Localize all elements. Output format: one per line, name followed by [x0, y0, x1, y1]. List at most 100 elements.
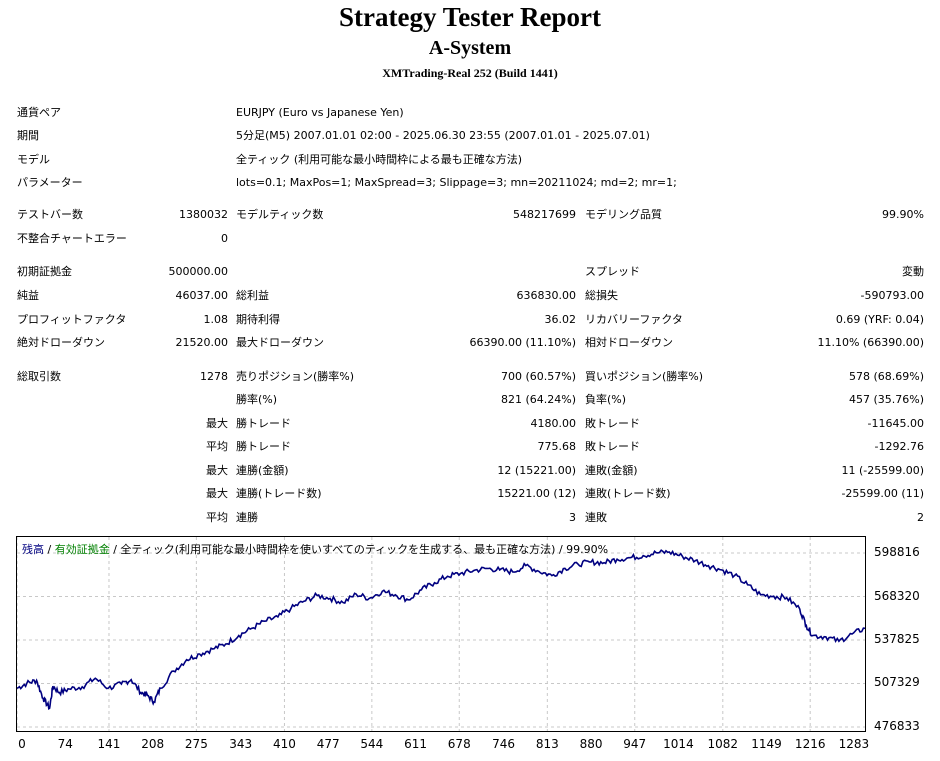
average-win-label: 勝トレード	[236, 440, 291, 453]
legend-equity: 有効証拠金	[54, 543, 110, 556]
relative-drawdown-label: 相対ドローダウン	[585, 336, 673, 349]
symbol-value: EURJPY (Euro vs Japanese Yen)	[236, 106, 404, 119]
y-tick-label: 507329	[874, 675, 920, 690]
x-tick-label: 275	[184, 737, 208, 751]
short-positions-value: 700 (60.57%)	[500, 370, 576, 383]
balance-chart-svg	[17, 537, 865, 731]
x-tick-label: 343	[229, 737, 253, 751]
average-loss-label: 敗トレード	[585, 440, 640, 453]
x-tick-label: 746	[492, 737, 516, 751]
x-tick-label: 1149	[751, 737, 782, 751]
max-consec-win-amt-value: 12 (15221.00)	[497, 464, 576, 477]
mismatch-label: 不整合チャートエラー	[17, 232, 127, 245]
average-win-value: 775.68	[537, 440, 577, 453]
net-profit-label: 純益	[17, 289, 39, 302]
avg-consec-loss-label: 連敗	[585, 511, 607, 524]
max-consec-loss-amt-label: 連敗(金額)	[585, 464, 638, 477]
loss-rate-value: 457 (35.76%)	[848, 393, 924, 406]
x-tick-label: 141	[97, 737, 121, 751]
x-tick-label: 1283	[838, 737, 870, 751]
mismatch-value: 0	[221, 232, 228, 245]
x-tick-label: 0	[18, 737, 26, 751]
largest-prefix: 最大	[206, 417, 228, 430]
max-drawdown-value: 66390.00 (11.10%)	[469, 336, 576, 349]
largest-loss-value: -11645.00	[867, 417, 924, 430]
y-tick-label: 568320	[874, 588, 920, 603]
long-positions-value: 578 (68.69%)	[848, 370, 924, 383]
x-tick-label: 678	[447, 737, 471, 751]
model-ticks-label: モデルティック数	[236, 208, 324, 221]
parameters-label: パラメーター	[17, 176, 83, 189]
y-tick-label: 476833	[874, 719, 920, 733]
total-trades-value: 1278	[200, 370, 228, 383]
max-consec-win-cnt-label: 連勝(トレード数)	[236, 487, 322, 500]
chart-legend: 残高 / 有効証拠金 / 全ティック(利用可能な最小時間枠を使いすべてのティック…	[22, 541, 608, 557]
expected-payoff-value: 36.02	[544, 313, 577, 326]
absolute-drawdown-value: 21520.00	[175, 336, 229, 349]
recovery-factor-label: リカバリーファクタ	[585, 313, 683, 326]
avg-consec-prefix: 平均	[206, 511, 228, 524]
loss-rate-label: 負率(%)	[585, 393, 627, 406]
balance-line	[17, 549, 865, 711]
max-consec-loss-amt-value: 11 (-25599.00)	[841, 464, 924, 477]
x-tick-label: 880	[579, 737, 603, 751]
model-quality-label: モデリング品質	[585, 208, 662, 221]
x-tick-label: 1216	[794, 737, 826, 751]
gross-loss-label: 総損失	[585, 289, 618, 302]
parameters-value: lots=0.1; MaxPos=1; MaxSpread=3; Slippag…	[236, 176, 677, 189]
spread-value: 変動	[902, 265, 924, 278]
y-tick-label: 537825	[874, 631, 920, 646]
max-consec-win-amt-label: 連勝(金額)	[236, 464, 289, 477]
max-consec-loss-cnt-label: 連敗(トレード数)	[585, 487, 671, 500]
profit-factor-label: プロフィットファクタ	[17, 313, 127, 326]
absolute-drawdown-label: 絶対ドローダウン	[17, 336, 105, 349]
x-tick-label: 947	[623, 737, 647, 751]
average-prefix: 平均	[206, 440, 228, 453]
largest-win-label: 勝トレード	[236, 417, 291, 430]
max-drawdown-label: 最大ドローダウン	[236, 336, 324, 349]
win-rate-value: 821 (64.24%)	[500, 393, 576, 406]
avg-consec-win-value: 3	[569, 511, 576, 524]
x-tick-label: 813	[535, 737, 559, 751]
recovery-factor-value: 0.69 (YRF: 0.04)	[835, 313, 924, 326]
win-rate-label: 勝率(%)	[236, 393, 278, 406]
long-positions-label: 買いポジション(勝率%)	[585, 370, 704, 383]
balance-chart: 残高 / 有効証拠金 / 全ティック(利用可能な最小時間枠を使いすべてのティック…	[16, 536, 866, 732]
x-tick-label: 1082	[707, 737, 739, 751]
net-profit-value: 46037.00	[175, 289, 229, 302]
y-tick-label: 598816	[874, 545, 920, 559]
max-consec-win-cnt-value: 15221.00 (12)	[497, 487, 576, 500]
model-value: 全ティック (利用可能な最小時間枠による最も正確な方法)	[236, 153, 523, 166]
max-consec-loss-cnt-value: -25599.00 (11)	[841, 487, 924, 500]
largest-win-value: 4180.00	[530, 417, 577, 430]
report-title: Strategy Tester Report	[339, 2, 601, 32]
expected-payoff-label: 期待利得	[236, 313, 280, 326]
x-tick-label: 208	[141, 737, 165, 751]
relative-drawdown-value: 11.10% (66390.00)	[817, 336, 924, 349]
period-value: 5分足(M5) 2007.01.01 02:00 - 2025.06.30 23…	[236, 129, 650, 142]
largest-loss-label: 敗トレード	[585, 417, 640, 430]
model-quality-value: 99.90%	[882, 208, 924, 221]
x-tick-label: 477	[316, 737, 340, 751]
total-trades-label: 総取引数	[17, 370, 61, 383]
expert-name: A-System	[428, 37, 512, 59]
test-bars-label: テストバー数	[17, 208, 83, 221]
legend-separator: /	[44, 543, 55, 556]
symbol-label: 通貨ペア	[17, 106, 61, 119]
gross-loss-value: -590793.00	[860, 289, 924, 302]
avg-consec-loss-value: 2	[917, 511, 924, 524]
x-tick-label: 74	[57, 737, 73, 751]
x-tick-label: 1014	[663, 737, 694, 751]
model-label: モデル	[17, 153, 50, 166]
period-label: 期間	[17, 129, 39, 142]
x-tick-label: 410	[272, 737, 296, 751]
avg-consec-win-label: 連勝	[236, 511, 258, 524]
legend-model-text: 全ティック(利用可能な最小時間枠を使いすべてのティックを生成する、最も正確な方法…	[120, 543, 609, 556]
initial-deposit-label: 初期証拠金	[17, 265, 72, 278]
average-loss-value: -1292.76	[874, 440, 924, 453]
gross-profit-value: 636830.00	[516, 289, 577, 302]
short-positions-label: 売りポジション(勝率%)	[236, 370, 355, 383]
initial-deposit-value: 500000.00	[168, 265, 229, 278]
gross-profit-label: 総利益	[236, 289, 269, 302]
test-bars-value: 1380032	[179, 208, 228, 221]
